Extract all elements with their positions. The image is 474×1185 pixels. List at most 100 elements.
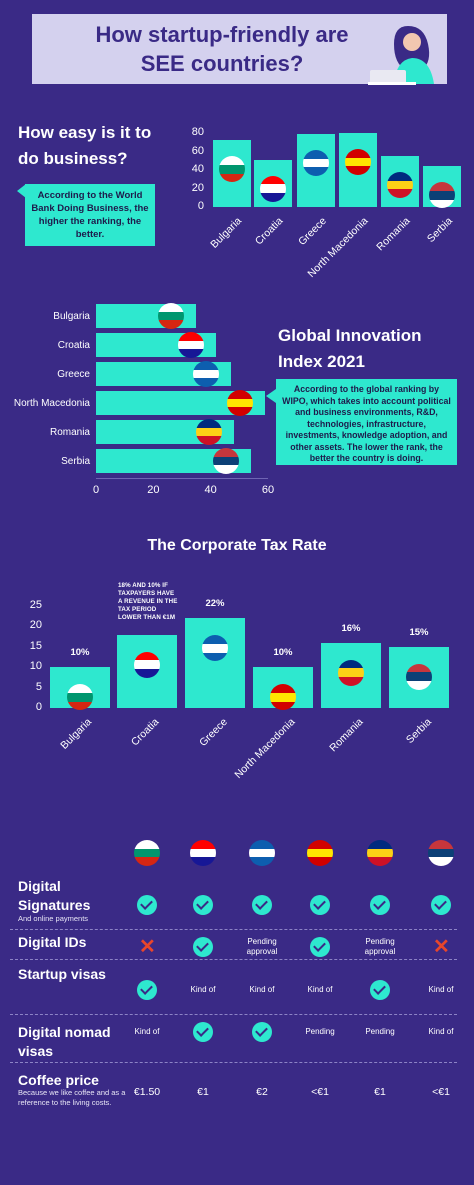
x-tick-label: Greece [295,215,329,248]
x-tick-label: North Macedonia [232,716,298,782]
flag-serbia-icon [212,448,239,474]
cell-value: Pending [305,1027,335,1036]
callout-pointer [17,184,26,198]
cell-value: Pending [365,1027,395,1036]
y-tick-label: Romania [49,427,90,438]
page-title: How startup-friendly are SEE countries? [95,22,349,76]
x-tick-label: Greece [196,716,230,749]
flag-croatia-icon [260,175,286,202]
x-axis-line [96,478,268,479]
flag-greece-icon [249,840,275,866]
row-label-digital-signatures: Digital Signatures [18,878,91,913]
flag-romania-icon [387,172,413,199]
x-tick-label: Croatia [129,716,162,749]
flag-croatia-icon [190,840,216,866]
flag-north-macedonia-icon [307,840,333,866]
y-tick-label: 10 [29,660,42,673]
y-tick-label: Serbia [61,456,90,467]
row-divider [10,1062,457,1063]
cross-icon: ✕ [433,936,450,958]
check-icon [252,1022,272,1042]
croatia-tax-note: 18% AND 10% IF TAXPAYERS HAVE A REVENUE … [118,582,178,621]
flag-serbia-icon [428,840,454,866]
cell-value: €1 [197,1086,209,1098]
x-tick-label: 0 [92,484,100,496]
y-tick-label: 0 [197,200,204,212]
x-tick-label: 20 [147,484,160,496]
doing-business-chart: 0 20 40 60 80 Bulgaria Croatia Greece North Mace… [0,0,474,300]
cell-value: €1.50 [133,1086,161,1098]
check-icon [193,895,213,915]
flag-greece-icon [202,635,228,662]
check-icon [431,895,451,915]
cell-value: €1 [374,1086,386,1098]
check-icon [137,980,157,1000]
flag-greece-icon [303,149,329,176]
data-label: 22% [205,598,225,610]
row-sublabel: Because we like coffee and as a referenc… [18,1088,126,1107]
row-label-startup-visas: Startup visas [18,966,106,982]
flag-croatia-icon [134,651,160,678]
cell-value: Kind of [249,985,275,994]
flag-north-macedonia-icon [227,390,254,416]
flag-serbia-icon [406,663,432,690]
flag-bulgaria-icon [219,156,245,183]
innovation-callout: According to the global ranking by WIPO,… [276,379,457,465]
row-sublabel: And online payments [18,914,89,923]
y-tick-label: 60 [191,144,204,157]
x-tick-label: Croatia [253,215,286,248]
y-tick-label: 20 [29,619,42,632]
x-tick-label: 40 [204,484,217,496]
row-label-digital-nomad-visas: Digital nomad visas [18,1024,111,1059]
cell-value: Kind of [190,985,216,994]
data-label: 10% [70,647,90,659]
tax-heading: The Corporate Tax Rate [147,537,327,554]
cell-value: Pending approval [364,937,396,956]
row-divider [10,929,457,930]
y-tick-label: Croatia [57,340,90,351]
y-tick-label: North Macedonia [13,398,90,409]
cell-value: Pending approval [246,937,278,956]
check-icon [370,895,390,915]
innovation-chart: Bulgaria Croatia Greece North Macedonia Roma… [0,295,474,496]
cross-icon: ✕ [139,936,156,958]
x-tick-label: Serbia [424,215,455,245]
y-tick-label: 20 [191,181,204,194]
callout-pointer [266,389,276,403]
y-tick-label: Bulgaria [53,311,90,322]
check-icon [193,1022,213,1042]
cell-value: Kind of [134,1027,160,1036]
check-icon [252,895,272,915]
data-label: 10% [273,647,293,659]
doing-business-heading: How easy is it to do business? [18,123,152,168]
flag-romania-icon [367,840,393,866]
flag-bulgaria-icon [134,840,160,866]
row-divider [10,1014,457,1015]
y-tick-label: 15 [29,639,42,652]
flag-bulgaria-icon [67,684,93,711]
cell-value: Kind of [307,985,333,994]
y-tick-label: 40 [191,163,204,175]
tax-chart: 0 5 10 15 20 25 10% Bulgaria Croatia 22% Greece 10%… [0,570,474,800]
row-divider [10,959,457,960]
y-tick-label: 25 [29,599,42,611]
comparison-table: Digital Signatures And online payments Dig… [0,830,474,1120]
flag-greece-icon [192,361,219,387]
y-tick-label: 0 [35,701,42,713]
cell-value: <€1 [311,1086,329,1098]
flag-croatia-icon [178,332,205,358]
x-tick-label: Romania [374,215,413,254]
x-tick-label: Bulgaria [58,716,95,752]
check-icon [137,895,157,915]
woman-with-laptop-illustration [368,26,434,85]
y-tick-label: 5 [35,680,42,693]
title-banner: How startup-friendly are SEE countries? [32,14,447,84]
y-tick-label: 80 [191,126,204,138]
data-label: 16% [341,622,361,634]
cell-value: €2 [256,1086,268,1098]
y-tick-label: Greece [57,369,90,380]
x-tick-label: Bulgaria [208,215,245,251]
x-tick-label: Romania [327,716,366,755]
check-icon [193,937,213,957]
doing-business-callout: According to the World Bank Doing Busine… [25,184,155,246]
